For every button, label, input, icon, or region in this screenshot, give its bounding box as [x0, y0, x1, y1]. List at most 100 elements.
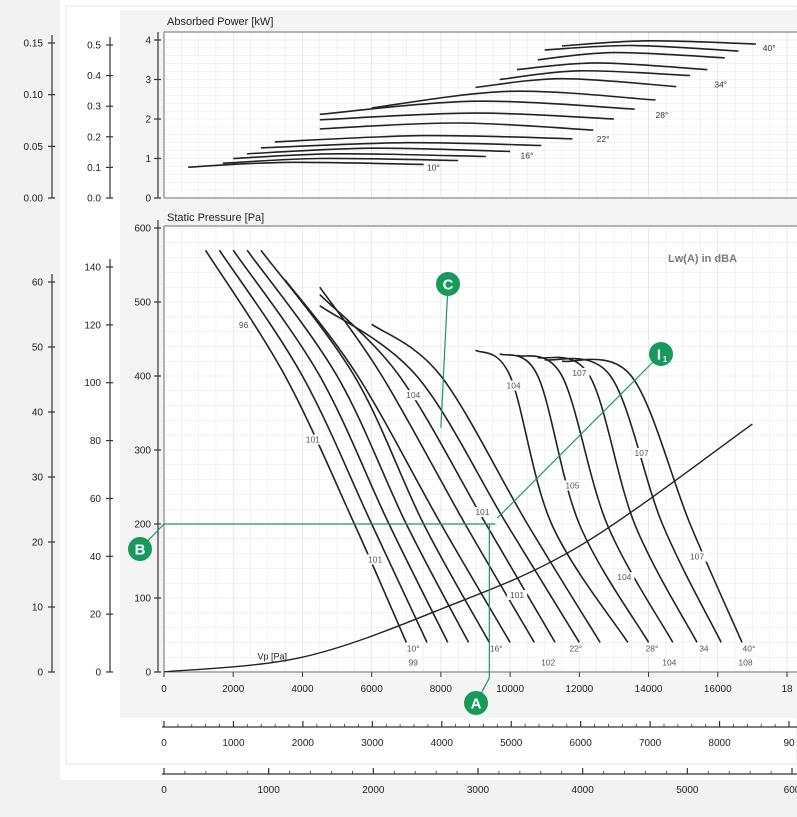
x-secondary-axis-1-tick-label: 4000 — [431, 738, 454, 749]
pressure-label-bg — [614, 572, 635, 583]
pressure-outer-axis-2-tick-label: 120 — [84, 320, 101, 331]
callout-c-badge — [436, 272, 460, 296]
power-curve — [499, 69, 691, 81]
pressure-label-bg — [641, 643, 663, 654]
pressure-label-bg — [403, 390, 424, 401]
pressure-outer-axis-1-tick-label: 10 — [32, 603, 44, 614]
x-secondary-axis-1-tick-label: 2000 — [292, 738, 315, 749]
callout-c-badge-label: C — [443, 277, 454, 294]
power-curve — [188, 161, 424, 168]
pressure-label: 105 — [565, 480, 579, 490]
x-primary-tick-label: 0 — [161, 684, 167, 695]
power-outer-axis-2-tick-label: 0.4 — [87, 71, 101, 82]
power-outer-axis-2-tick-label: 0.5 — [87, 41, 101, 52]
power-curve-label: 34° — [714, 79, 727, 89]
power-outer-axis-1-tick-label: 0.00 — [24, 194, 44, 205]
power-primary-axis-tick-label: 4 — [145, 36, 151, 47]
x-primary-tick-label: 14000 — [635, 684, 663, 695]
power-primary-axis-tick-label: 0 — [145, 194, 151, 205]
pressure-curve — [319, 305, 580, 643]
callout-i1-badge — [649, 342, 673, 366]
power-primary-axis-tick-label: 2 — [145, 115, 151, 126]
pressure-primary-axis-tick-label: 600 — [134, 224, 151, 235]
pressure-label: 101 — [510, 590, 524, 600]
pressure-chart-title: Static Pressure [Pa] — [167, 212, 264, 224]
x-secondary-axis-2-tick-label: 2000 — [362, 785, 385, 796]
pressure-outer-axis-2-tick-label: 80 — [90, 436, 102, 447]
pressure-label: 34 — [699, 643, 709, 653]
pressure-label-bg — [738, 643, 760, 654]
power-curve — [319, 122, 594, 131]
pressure-label: 22° — [569, 643, 582, 653]
power-curve-label: 40° — [763, 43, 776, 53]
power-curve — [371, 90, 656, 109]
pressure-label: 99 — [408, 657, 418, 667]
pressure-label: 28° — [646, 643, 659, 653]
power-curve — [260, 141, 542, 149]
x-secondary-axis-1-tick-label: 3000 — [361, 738, 384, 749]
power-chart-title: Absorbed Power [kW] — [167, 16, 273, 28]
power-curve — [222, 157, 459, 164]
x-secondary-axis-1-tick-label: 8000 — [708, 738, 731, 749]
power-curve — [475, 77, 677, 89]
pressure-label-bg — [562, 480, 583, 491]
power-outer-axis-1-tick-label: 0.05 — [24, 142, 44, 153]
pressure-primary-axis-tick-label: 200 — [134, 520, 151, 531]
callout-i1-badge-subscript: 1 — [663, 355, 668, 364]
pressure-label: 96 — [239, 320, 249, 330]
pressure-label: 16° — [490, 643, 503, 653]
pressure-label: 101 — [368, 554, 382, 564]
system-curve — [164, 423, 753, 672]
x-primary-tick-label: 18 — [781, 684, 793, 695]
x-primary-tick-label: 16000 — [704, 684, 732, 695]
pressure-label-bg — [686, 551, 708, 562]
callout-i1-badge-label: I — [657, 347, 661, 364]
power-curve-label: 22° — [597, 134, 610, 144]
pressure-outer-axis-2-tick-label: 0 — [95, 668, 101, 679]
pressure-label-bg — [403, 643, 424, 654]
pressure-label: 107 — [635, 448, 649, 458]
pressure-outer-axis-1-tick-label: 20 — [32, 538, 44, 549]
pressure-curve — [218, 249, 428, 643]
pressure-label-bg — [506, 590, 528, 600]
pressure-label-bg — [503, 380, 524, 391]
x-secondary-axis-2-tick-label: 0 — [161, 785, 167, 796]
x-secondary-axis-1-tick-label: 1000 — [222, 738, 245, 749]
pressure-label-bg — [735, 657, 756, 668]
pressure-label-bg — [486, 643, 507, 654]
power-curve — [319, 100, 635, 116]
pressure-label-bg — [696, 643, 712, 654]
pressure-label: 101 — [475, 507, 489, 517]
pressure-label: 101 — [306, 435, 320, 445]
x-primary-tick-label: 12000 — [565, 684, 593, 695]
power-curve — [544, 44, 739, 52]
callout-a-badge-label: A — [471, 696, 482, 713]
x-secondary-axis-1-tick-label: 5000 — [500, 738, 523, 749]
power-curve — [233, 152, 486, 160]
power-outer-axis-1-tick-label: 0.10 — [24, 90, 44, 101]
pressure-label: 104 — [662, 657, 676, 667]
pressure-label-bg — [472, 507, 493, 518]
pressure-label-bg — [236, 319, 252, 330]
x-secondary-axis-2-tick-label: 600 — [784, 785, 797, 796]
callout-b-badge — [128, 537, 152, 561]
x-secondary-axis-2-tick-label: 3000 — [467, 785, 490, 796]
pressure-label: 104 — [617, 572, 631, 582]
power-plot-area — [164, 32, 797, 198]
pressure-label-bg — [405, 657, 421, 668]
power-outer-axis-1-tick-label: 0.15 — [24, 39, 44, 50]
power-curve — [274, 134, 573, 143]
pressure-label: 107 — [690, 552, 704, 562]
power-curve — [537, 51, 725, 61]
pressure-curve — [475, 349, 629, 643]
pressure-primary-axis-tick-label: 500 — [134, 298, 151, 309]
x-primary-tick-label: 4000 — [291, 684, 314, 695]
power-curve — [247, 147, 511, 155]
pressure-outer-axis-1-tick-label: 40 — [32, 408, 44, 419]
pressure-outer-axis-2-tick-label: 20 — [90, 610, 102, 621]
lwa-annotation: Lw(A) in dBA — [668, 253, 737, 265]
pressure-label: 40° — [742, 643, 755, 653]
power-curve-label: 16° — [520, 151, 533, 161]
power-outer-axis-2-tick-label: 0.1 — [87, 163, 101, 174]
